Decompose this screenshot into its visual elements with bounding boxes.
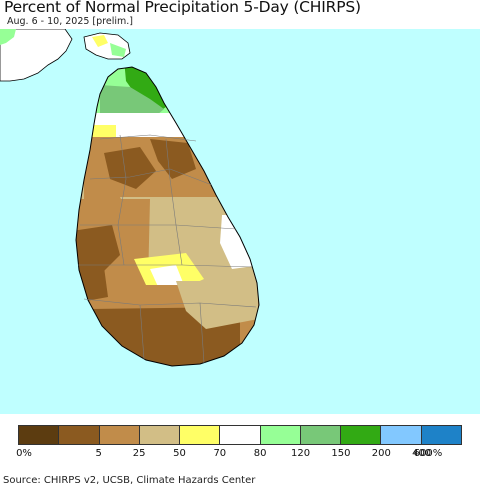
legend-swatch bbox=[341, 426, 382, 444]
legend-tick-label: 400 bbox=[412, 448, 432, 459]
zone-west-dark bbox=[76, 225, 120, 279]
india-coast-green bbox=[0, 29, 16, 45]
zone-north-white bbox=[90, 113, 200, 139]
india-coast bbox=[0, 29, 73, 82]
map-title: Percent of Normal Precipitation 5-Day (C… bbox=[4, 0, 361, 16]
legend-tick-label: 150 bbox=[331, 448, 351, 459]
zone-dark-patch-2 bbox=[150, 139, 196, 179]
jaffna-green bbox=[110, 43, 126, 57]
legend-tick-label: 600% bbox=[413, 448, 443, 459]
map-subtitle: Aug. 6 - 10, 2025 [prelim.] bbox=[5, 16, 135, 27]
jaffna-yellow bbox=[92, 35, 108, 47]
zone-north-mid-green bbox=[100, 85, 164, 121]
legend-swatch bbox=[220, 426, 261, 444]
zone-dark-patch-1 bbox=[104, 147, 156, 189]
source-credit: Source: CHIRPS v2, UCSB, Climate Hazards… bbox=[3, 475, 256, 486]
legend-swatch bbox=[59, 426, 100, 444]
legend-tick-label: 5 bbox=[95, 448, 102, 459]
ocean bbox=[0, 29, 480, 414]
zone-central-tan bbox=[120, 197, 256, 265]
legend-swatch bbox=[260, 426, 301, 444]
legend-tick-label: 25 bbox=[132, 448, 146, 459]
legend-swatch bbox=[180, 426, 221, 444]
legend-tick-label: 120 bbox=[290, 448, 311, 459]
island-outline bbox=[75, 66, 260, 367]
zone-central-white bbox=[150, 265, 184, 291]
legend-tick-label: 80 bbox=[253, 448, 267, 459]
legend-tick-label: 200 bbox=[371, 448, 391, 459]
zone-south-tan bbox=[176, 281, 258, 329]
legend-swatch bbox=[19, 426, 60, 444]
legend-tick-label: 50 bbox=[173, 448, 186, 459]
legend-tick-labels: 0% 5 25 50 70 80 120 150 200 400 600% bbox=[16, 448, 462, 462]
legend-colorbar bbox=[18, 425, 462, 445]
precipitation-map bbox=[0, 29, 480, 414]
legend-swatch bbox=[421, 426, 461, 444]
legend-swatch bbox=[139, 426, 181, 444]
legend-swatch bbox=[381, 426, 422, 444]
legend-swatch bbox=[99, 426, 140, 444]
zone-north-yellow bbox=[90, 125, 116, 139]
legend-tick-label: 0% bbox=[16, 448, 32, 459]
district-boundaries bbox=[78, 134, 257, 364]
legend-swatch bbox=[300, 426, 342, 444]
legend-tick-label: 70 bbox=[213, 448, 227, 459]
